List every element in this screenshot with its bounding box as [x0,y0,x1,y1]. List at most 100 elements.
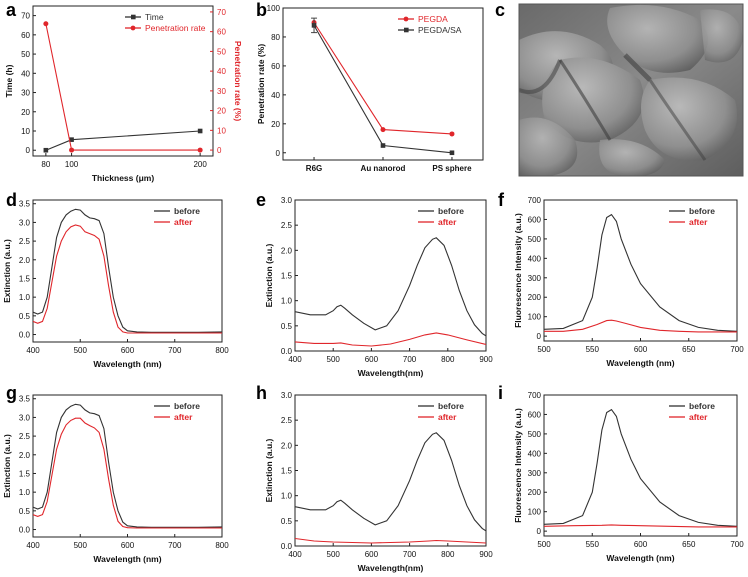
y-tick-label: 3.0 [281,196,293,205]
y-tick-label: 40 [271,91,280,100]
y-tick-label: 1.0 [281,297,293,306]
x-tick-label: 900 [479,355,493,364]
y-tick-label: 60 [271,62,280,71]
y-tick-label: 0.0 [19,331,31,340]
legend-marker [130,25,136,31]
x-tick-label: 200 [193,160,207,169]
legend-label: after [174,217,193,227]
legend-label: before [689,401,715,411]
legend-label: before [689,206,715,216]
x-tick-label: 600 [365,550,379,559]
y-tick-label: 3.5 [19,395,31,404]
x-tick-label: 700 [730,540,744,549]
y-tick-label: 500 [528,430,542,439]
panel-label-i: i [498,383,503,403]
y-tick-label: 500 [528,235,542,244]
y-tick-label: 2.5 [19,432,31,441]
legend-label: before [438,206,464,216]
y-tick-label: 40 [21,69,30,78]
data-point [449,150,455,156]
y-tick-label: 0 [537,332,542,341]
series-line-after [33,417,222,529]
series-line-before [544,408,737,527]
x-tick-label: 400 [288,550,302,559]
y-tick-label: 400 [528,449,542,458]
x-tick-label: 500 [537,540,551,549]
x-tick-label: 400 [288,355,302,364]
panel-label-b: b [256,0,267,20]
y-tick-label: 200 [528,293,542,302]
x-tick-label: 900 [479,550,493,559]
x-tick-label: 700 [730,345,744,354]
legend-marker [131,14,136,20]
panel-label-h: h [256,383,267,403]
y-axis-label: Extinction (a.u.) [264,438,274,502]
x-tick-label: 650 [682,345,696,354]
y-tick-label: 1.0 [281,492,293,501]
y-tick-label: 20 [21,108,30,117]
x-tick-label: 100 [65,160,79,169]
y-tick-label: 2.0 [19,451,31,460]
data-point [197,128,203,134]
series-line-time [45,130,201,151]
y-right-tick-label: 60 [217,28,226,37]
y-right-tick-label: 50 [217,47,226,56]
x-tick-label: 800 [215,346,229,355]
x-tick-label: 600 [634,540,648,549]
y-axis-label: Fluorescence Intensity (a.u.) [513,213,523,328]
legend-label: after [438,412,457,422]
plot-frame-g [32,394,223,538]
y-tick-label: 600 [528,215,542,224]
y-tick-label: 1.5 [281,272,293,281]
panel-label-a: a [6,0,17,20]
y-axis-label: Extinction (a.u.) [2,434,12,498]
plot-frame-h [294,394,487,547]
y-axis-label: Fluorescence Intensity (a.u.) [513,408,523,523]
x-tick-label: 80 [41,160,50,169]
legend-marker [404,27,409,33]
chart-i: 500 550 600 650 700 0 100 200 300 400 500 600 700 Wav… [513,391,744,563]
x-tick-label: 500 [74,346,88,355]
series-line-pegda [313,22,453,135]
data-point [43,21,49,27]
plot-frame-a [32,5,214,157]
x-tick-label: 400 [26,541,40,550]
series-line-before [295,237,486,337]
legend-label: after [438,217,457,227]
chart-g: 400 500 600 700 800 0.0 0.5 1.0 1.5 2.0 2.5 3.0 3.5 W… [2,394,229,564]
x-tick-label: 500 [327,355,341,364]
y-tick-label: 300 [528,274,542,283]
x-tick-label: 700 [403,355,417,364]
y-axis-label: Time (h) [4,64,14,97]
y-right-axis-label: Penetration rate (%) [233,41,243,121]
y-tick-label: 700 [528,196,542,205]
data-point [43,147,49,153]
x-tick-label: 400 [26,346,40,355]
y-tick-label: 0 [537,527,542,536]
y-tick-label: 3.0 [19,413,31,422]
y-tick-label: 0 [26,146,31,155]
x-axis-label: Wavelength(nm) [358,563,424,573]
y-tick-label: 50 [21,50,30,59]
series-line-before [295,432,486,532]
y-tick-label: 0.0 [19,526,31,535]
y-tick-label: 10 [21,127,30,136]
panel-label-g: g [6,383,17,403]
y-tick-label: 400 [528,254,542,263]
y-tick-label: 0.5 [281,517,293,526]
plot-frame-e [294,199,487,352]
x-tick-label: 550 [586,540,600,549]
series-line-before [33,403,222,528]
x-tick-label: 500 [537,345,551,354]
chart-d: 400 500 600 700 800 0.0 0.5 1.0 1.5 2.0 2.5 3.0 3.5 W… [2,199,229,369]
y-tick-label: 100 [267,4,281,13]
series-line-after [33,224,222,334]
data-point [380,127,386,133]
chart-b: R6G Au nanorod PS sphere 0 20 40 60 80 100 Penetr… [256,4,484,173]
y-tick-label: 300 [528,469,542,478]
y-tick-label: 100 [528,313,542,322]
chart-h: 400 500 600 700 800 900 0.0 0.5 1.0 1.5 2.0 2.5 3.0 W… [264,391,493,573]
y-tick-label: 1.5 [19,469,31,478]
series-line-after [544,524,737,528]
x-tick-label: 650 [682,540,696,549]
